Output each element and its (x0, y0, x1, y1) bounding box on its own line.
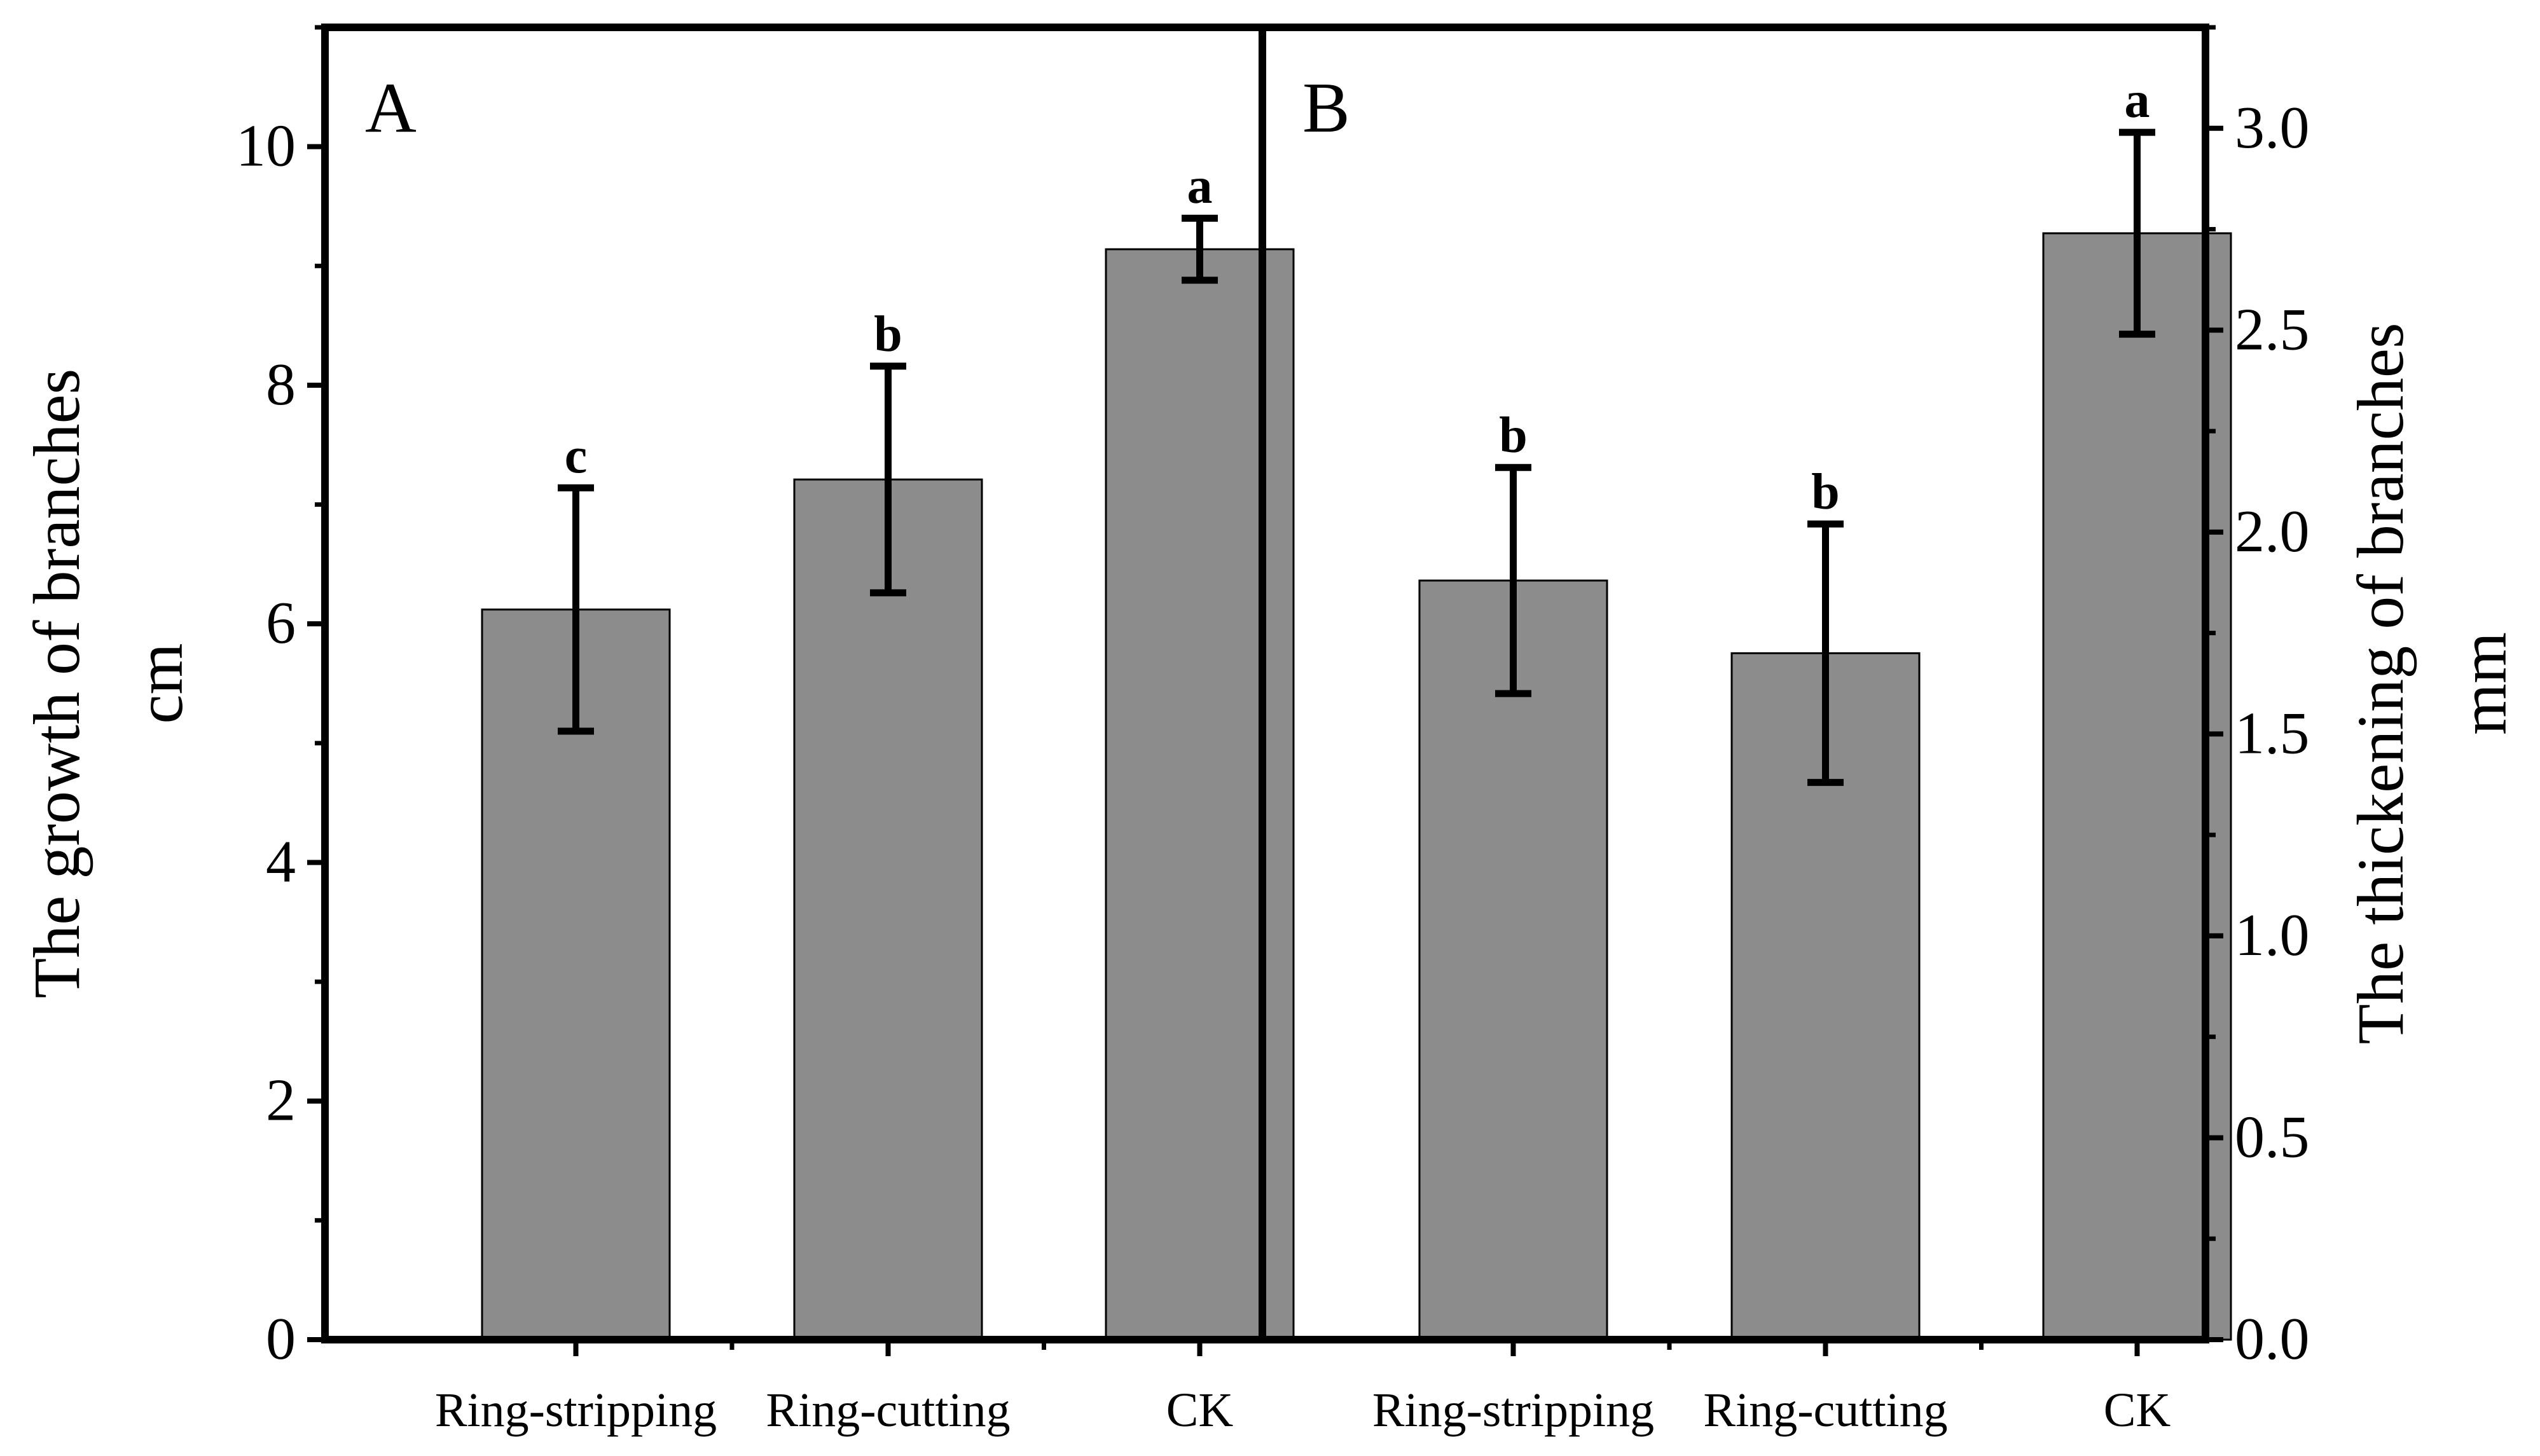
panel-a-significance-1: c (565, 428, 588, 484)
panel-b-ytick-label-3: 1.5 (2235, 700, 2310, 766)
panel-b-significance-2: b (1811, 464, 1840, 520)
panel-a-ytick-label-4: 8 (266, 352, 296, 418)
panel-a-ylabel-line-2: cm (123, 643, 197, 724)
text-layer: c Ring-stripping b Ring-cutting a CK 0 2 4 6 8 10 A T… (20, 69, 2520, 1437)
panel-b-ytick-label-1: 0.5 (2235, 1104, 2310, 1170)
panel-a-ytick-label-0: 0 (266, 1306, 296, 1372)
bars-layer (481, 232, 2232, 1341)
panel-b-ylabel-line-1: The thickening of branches (2344, 323, 2417, 1045)
panel-b-xlabel-3: CK (2104, 1384, 2171, 1437)
panel-b-label: B (1302, 69, 1350, 148)
panel-a-ytick-label-3: 6 (266, 590, 296, 656)
panel-a-xlabel-1: Ring-stripping (435, 1384, 717, 1437)
panel-b-ytick-label-2: 1.0 (2235, 902, 2310, 968)
panel-b-ylabel: The thickening of branches mm (2344, 323, 2520, 1045)
panel-a-ytick-label-1: 2 (266, 1068, 296, 1134)
panel-b-significance-3: a (2125, 72, 2150, 128)
panel-a-ytick-label-2: 4 (266, 828, 296, 895)
panel-b-ytick-label-5: 2.5 (2235, 296, 2310, 362)
panel-b-ytick-label-4: 2.0 (2235, 498, 2310, 565)
panel-b-bar-3 (2042, 232, 2232, 1341)
panel-a-ylabel-line-1: The growth of branches (20, 369, 93, 999)
panel-b-ytick-label-0: 0.0 (2235, 1306, 2310, 1372)
panel-a-significance-3: a (1187, 158, 1213, 214)
axes-layer (307, 24, 2223, 1356)
panel-b-xlabel-1: Ring-stripping (1372, 1384, 1654, 1437)
panel-a-ylabel: The growth of branches cm (20, 369, 197, 999)
panel-b-ytick-label-6: 3.0 (2235, 95, 2310, 161)
panel-b-ylabel-line-2: mm (2447, 632, 2520, 735)
panel-a-xlabel-2: Ring-cutting (766, 1384, 1010, 1437)
error-bars-layer (558, 128, 2155, 786)
panel-b-significance-1: b (1499, 408, 1528, 464)
panel-a-ytick-label-5: 10 (236, 113, 296, 179)
panel-b-xlabel-2: Ring-cutting (1703, 1384, 1947, 1437)
panel-a-bar-2 (793, 478, 983, 1341)
panel-a-significance-2: b (874, 306, 902, 362)
panel-a-xlabel-3: CK (1166, 1384, 1234, 1437)
panel-a-label: A (365, 69, 417, 148)
